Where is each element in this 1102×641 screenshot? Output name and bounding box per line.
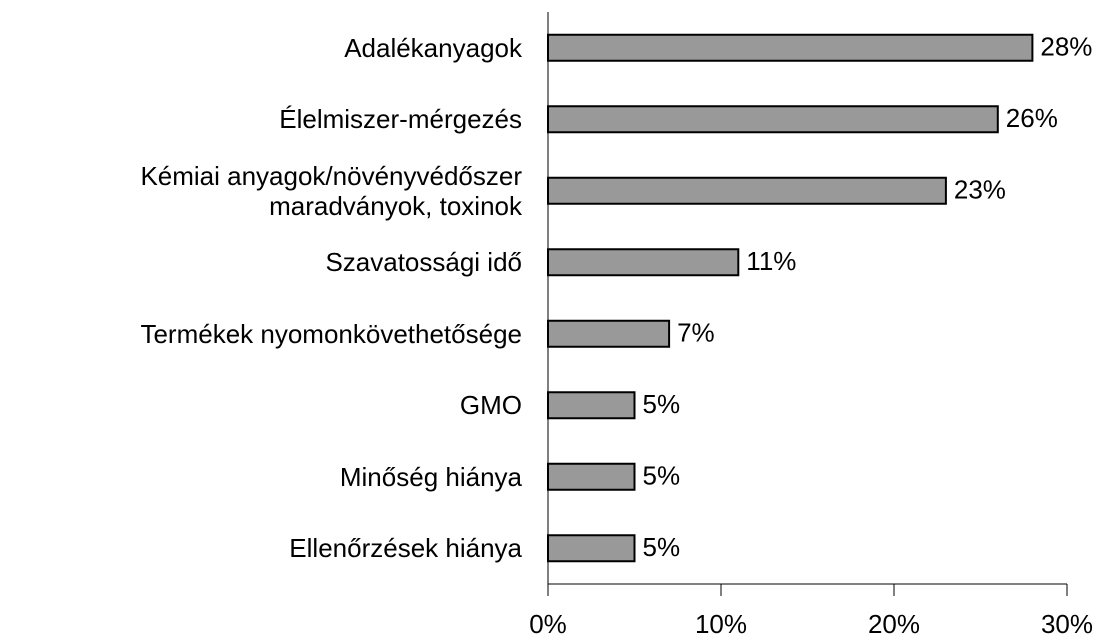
value-label: 28% bbox=[1040, 32, 1092, 62]
category-label: GMO bbox=[459, 390, 522, 421]
bar bbox=[547, 33, 1034, 62]
category-label: Élelmiszer-mérgezés bbox=[279, 104, 522, 135]
bar bbox=[547, 105, 999, 134]
value-label: 5% bbox=[643, 389, 681, 419]
bar bbox=[547, 248, 740, 277]
value-label: 5% bbox=[643, 532, 681, 562]
bar bbox=[547, 534, 636, 563]
value-label: 26% bbox=[1006, 103, 1058, 133]
category-label: Minőség hiánya bbox=[339, 461, 522, 492]
value-label: 11% bbox=[746, 246, 796, 276]
category-label: Szavatossági idő bbox=[325, 247, 522, 278]
value-label: 23% bbox=[954, 175, 1006, 205]
bar bbox=[547, 391, 636, 420]
x-tick-label: 10% bbox=[695, 609, 747, 639]
category-label: Kémiai anyagok/növényvédőszer maradványo… bbox=[140, 160, 522, 221]
x-tick-label: 30% bbox=[1041, 609, 1093, 639]
x-tick-label: 0% bbox=[529, 609, 567, 639]
category-label: Ellenőrzések hiánya bbox=[289, 533, 522, 564]
value-label: 5% bbox=[643, 461, 681, 491]
value-label: 7% bbox=[677, 318, 715, 348]
x-tick-label: 20% bbox=[868, 609, 920, 639]
bar bbox=[547, 319, 671, 348]
category-label: Adalékanyagok bbox=[344, 32, 522, 63]
bar bbox=[547, 462, 636, 491]
bar bbox=[547, 176, 947, 205]
category-label: Termékek nyomonkövethetősége bbox=[140, 318, 522, 349]
